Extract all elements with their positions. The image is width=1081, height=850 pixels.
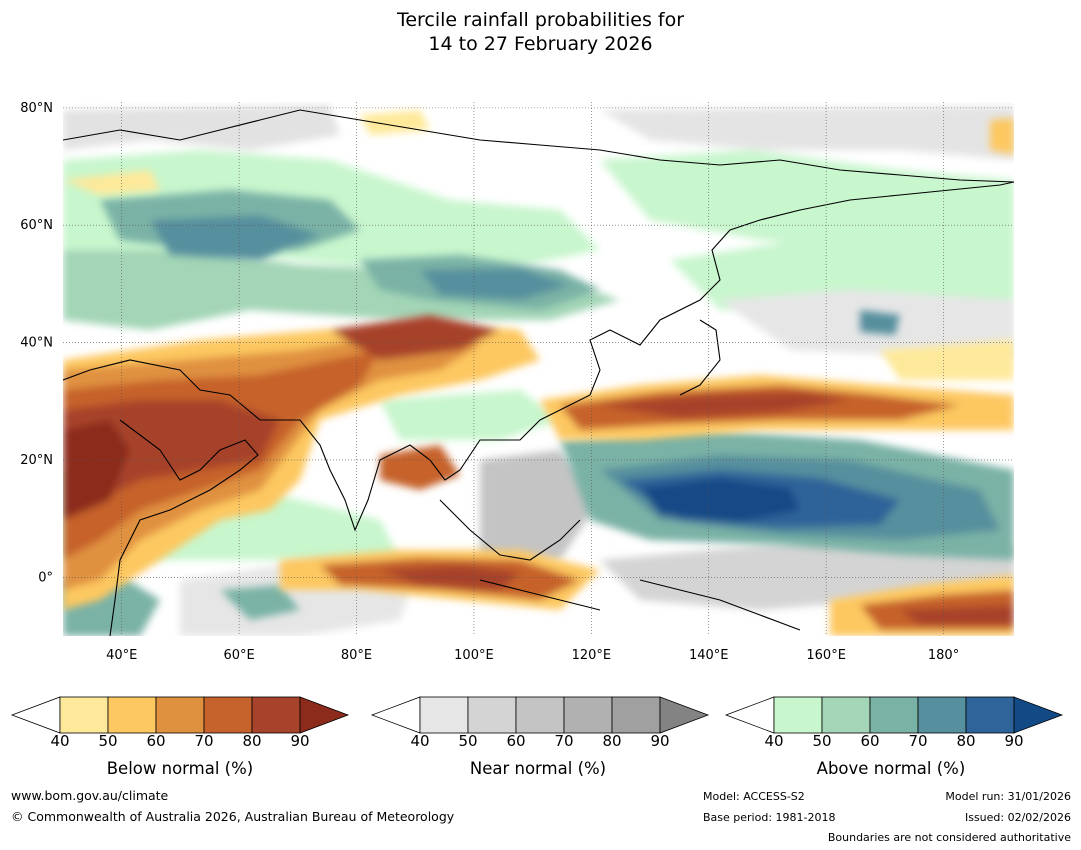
colorbar-tick-label: 40 — [764, 732, 784, 750]
coastlines — [63, 109, 1014, 636]
base-period-text: Base period: 1981-2018 — [703, 811, 836, 824]
colorbar-lower-extension — [10, 696, 61, 734]
colorbar-segment — [917, 696, 967, 734]
colorbar-segment — [203, 696, 253, 734]
colorbar-lower-extension — [370, 696, 421, 734]
colorbar-segment — [611, 696, 661, 734]
colorbar-tick-label: 70 — [908, 732, 928, 750]
colorbar-segment — [419, 696, 469, 734]
colorbar-near-label: Near normal (%) — [469, 759, 607, 778]
latitude-label: 0° — [38, 570, 53, 585]
colorbar-near — [370, 696, 710, 734]
colorbar-upper-extension — [1013, 696, 1064, 734]
colorbar-tick-label: 60 — [506, 732, 526, 750]
longitude-label: 40°E — [106, 648, 137, 663]
map-field — [63, 102, 1014, 636]
colorbar-tick-label: 70 — [554, 732, 574, 750]
colorbar-above-label: Above normal (%) — [816, 759, 966, 778]
colorbar-below-label: Below normal (%) — [106, 759, 254, 778]
longitude-label: 120°E — [572, 648, 612, 663]
longitude-label: 80°E — [341, 648, 372, 663]
colorbar-segment — [59, 696, 109, 734]
colorbar-segment — [821, 696, 871, 734]
colorbar-tick-label: 70 — [194, 732, 214, 750]
longitude-label: 100°E — [454, 648, 494, 663]
colorbar-tick-label: 90 — [290, 732, 310, 750]
colorbar-tick-label: 50 — [98, 732, 118, 750]
colorbar-segment — [467, 696, 517, 734]
colorbar-tick-label: 50 — [458, 732, 478, 750]
title-line-1: Tercile rainfall probabilities for — [396, 9, 685, 31]
colorbar-tick-label: 40 — [50, 732, 70, 750]
latitude-labels: 80°N 60°N 40°N 20°N 0° — [20, 101, 53, 585]
colorbar-above — [724, 696, 1064, 734]
disclaimer-text: Boundaries are not considered authoritat… — [827, 831, 1071, 844]
latitude-label: 80°N — [20, 101, 53, 116]
map-svg: 80°N 60°N 40°N 20°N 0° 40°E 60°E 80°E 100°E 120°… — [20, 101, 1014, 663]
longitude-label: 160°E — [806, 648, 846, 663]
colorbar-lower-extension — [724, 696, 775, 734]
latitude-label: 60°N — [20, 218, 53, 233]
colorbar-tick-label: 80 — [956, 732, 976, 750]
title-line-2: 14 to 27 February 2026 — [428, 33, 653, 55]
graticule — [63, 102, 1014, 636]
website-link[interactable]: www.bom.gov.au/climate — [11, 788, 169, 803]
colorbar-segment — [107, 696, 157, 734]
longitude-label: 140°E — [689, 648, 729, 663]
latitude-label: 20°N — [20, 453, 53, 468]
longitude-label: 180° — [928, 648, 959, 663]
colorbar-segment — [869, 696, 919, 734]
colorbar-tick-label: 50 — [812, 732, 832, 750]
model-run-text: Model run: 31/01/2026 — [945, 790, 1071, 803]
map-panel: 80°N 60°N 40°N 20°N 0° 40°E 60°E 80°E 100°E 120°… — [20, 101, 1014, 663]
copyright-text: © Commonwealth of Australia 2026, Austra… — [11, 809, 455, 824]
colorbar-segment — [515, 696, 565, 734]
colorbar-segment — [965, 696, 1015, 734]
longitude-labels: 40°E 60°E 80°E 100°E 120°E 140°E 160°E 180° — [106, 648, 959, 663]
model-text: Model: ACCESS-S2 — [703, 790, 805, 803]
colorbar-segment — [773, 696, 823, 734]
colorbar-tick-label: 60 — [146, 732, 166, 750]
colorbar-upper-extension — [659, 696, 710, 734]
latitude-label: 40°N — [20, 336, 53, 351]
issued-text: Issued: 02/02/2026 — [964, 811, 1071, 824]
colorbar-upper-extension — [299, 696, 350, 734]
colorbar-tick-label: 80 — [602, 732, 622, 750]
colorbar-tick-label: 90 — [650, 732, 670, 750]
colorbar-below — [10, 696, 350, 734]
colorbar-segment — [563, 696, 613, 734]
colorbar-tick-label: 40 — [410, 732, 430, 750]
colorbar-segment — [155, 696, 205, 734]
colorbar-segment — [251, 696, 301, 734]
colorbar-tick-label: 60 — [860, 732, 880, 750]
longitude-label: 60°E — [223, 648, 254, 663]
colorbar-tick-label: 90 — [1004, 732, 1024, 750]
colorbar-tick-label: 80 — [242, 732, 262, 750]
